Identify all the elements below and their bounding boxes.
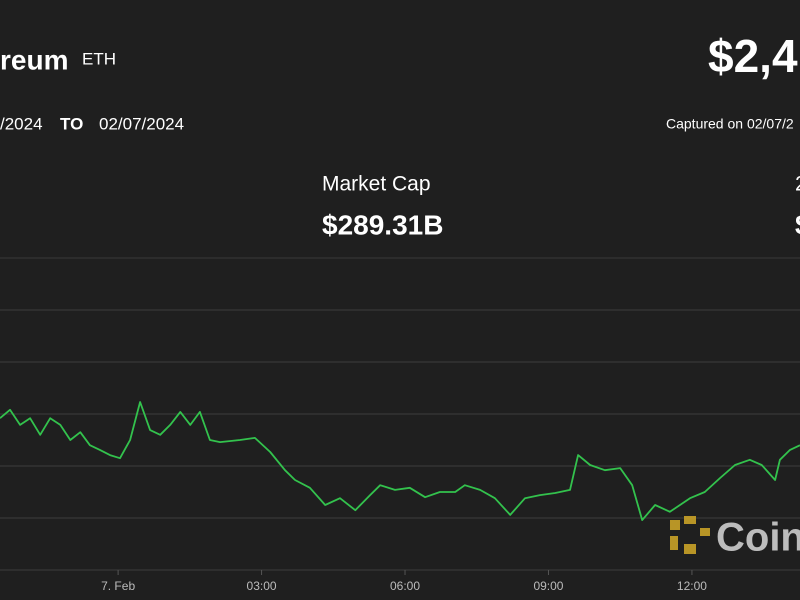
x-tick-label: 09:00 xyxy=(533,579,563,593)
plot: 7. Feb 03:00 06:00 09:00 12:00 xyxy=(0,309,800,593)
x-tick-label: 7. Feb xyxy=(101,579,135,593)
range-to: 02/07/2024 xyxy=(99,114,184,133)
stat-label: 2 xyxy=(795,173,800,196)
range-from: /2024 xyxy=(0,114,43,133)
range-to-label: TO xyxy=(60,114,83,133)
asset-symbol: ETH xyxy=(82,49,116,68)
stat-value: $289.31B xyxy=(322,209,443,240)
x-tick-label: 12:00 xyxy=(677,579,707,593)
captured: Captured on 02/07/2 xyxy=(666,116,794,132)
price: $2,4 xyxy=(708,30,798,82)
asset-name: reum xyxy=(0,44,68,75)
x-tick-label: 06:00 xyxy=(390,579,420,593)
price-line xyxy=(0,401,800,521)
watermark: Coin xyxy=(716,516,800,560)
stat-value: $ xyxy=(795,209,800,240)
watermark-logo xyxy=(670,516,710,554)
x-tick-label: 03:00 xyxy=(247,579,277,593)
stat-label: Market Cap xyxy=(322,173,431,196)
